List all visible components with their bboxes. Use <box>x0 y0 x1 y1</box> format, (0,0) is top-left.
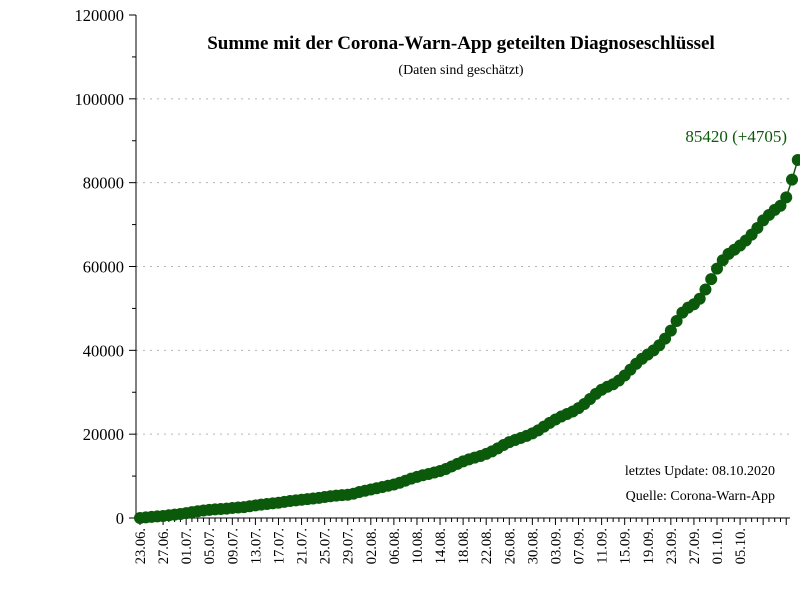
x-tick-label: 18.08. <box>456 528 472 564</box>
y-ticks: 0 20000 40000 60000 80000 100000 120000 <box>75 6 136 528</box>
data-point <box>774 199 787 212</box>
x-tick-label: 26.08. <box>502 528 518 564</box>
y-tick-label: 120000 <box>75 6 125 25</box>
x-tick-label: 27.09. <box>687 528 703 564</box>
y-tick-label: 20000 <box>83 425 124 444</box>
x-tick-label: 22.08. <box>479 528 495 564</box>
x-tick-label: 14.08. <box>433 528 449 564</box>
x-tick-label: 30.08. <box>525 528 541 564</box>
y-tick-label: 60000 <box>83 258 124 277</box>
data-point <box>664 324 677 337</box>
chart-title: Summe mit der Corona-Warn-App geteilten … <box>207 33 715 54</box>
x-tick-label: 23.06. <box>133 528 149 564</box>
data-points <box>134 153 800 524</box>
x-tick-label: 11.09. <box>595 528 611 564</box>
x-tick-label: 19.09. <box>641 528 657 564</box>
x-tick-label: 09.07. <box>225 528 241 564</box>
data-point <box>780 191 793 204</box>
x-tick-label: 29.07. <box>341 528 357 564</box>
x-tick-label: 01.10. <box>710 528 726 564</box>
x-tick-label: 10.08. <box>410 528 426 564</box>
source-note: Quelle: Corona-Warn-App <box>626 489 775 504</box>
x-ticks: 23.06. 27.06. 01.07. 05.07. 09.07. 13.07. 17.0… <box>133 518 787 564</box>
x-tick-label: 25.07. <box>318 528 334 564</box>
x-tick-label: 15.09. <box>618 528 634 564</box>
data-point <box>711 262 723 275</box>
x-tick-label: 13.07. <box>248 528 264 564</box>
x-tick-label: 05.07. <box>202 528 218 564</box>
data-point <box>786 173 799 186</box>
data-point <box>699 283 712 296</box>
update-note: letztes Update: 08.10.2020 <box>625 464 775 479</box>
x-tick-label: 23.09. <box>664 528 680 564</box>
last-value-annotation: 85420 (+4705) <box>685 127 787 146</box>
data-point <box>705 273 718 286</box>
x-tick-label: 01.07. <box>179 528 195 564</box>
x-tick-label: 27.06. <box>156 528 172 564</box>
x-tick-label: 17.07. <box>271 528 287 564</box>
y-tick-label: 0 <box>116 509 124 528</box>
x-tick-label: 03.09. <box>548 528 564 564</box>
x-tick-label: 02.08. <box>364 528 380 564</box>
gridlines <box>136 98 790 435</box>
data-point <box>670 314 683 327</box>
x-tick-label: 05.10. <box>733 528 749 564</box>
x-tick-label: 06.08. <box>387 528 403 564</box>
x-tick-label: 07.09. <box>572 528 588 564</box>
chart-subtitle: (Daten sind geschätzt) <box>398 63 524 78</box>
y-tick-label: 80000 <box>83 174 124 193</box>
y-tick-label: 40000 <box>83 341 124 360</box>
data-point <box>693 292 706 305</box>
y-tick-label: 100000 <box>75 90 125 109</box>
x-tick-label: 21.07. <box>295 528 311 564</box>
data-point <box>791 153 800 166</box>
